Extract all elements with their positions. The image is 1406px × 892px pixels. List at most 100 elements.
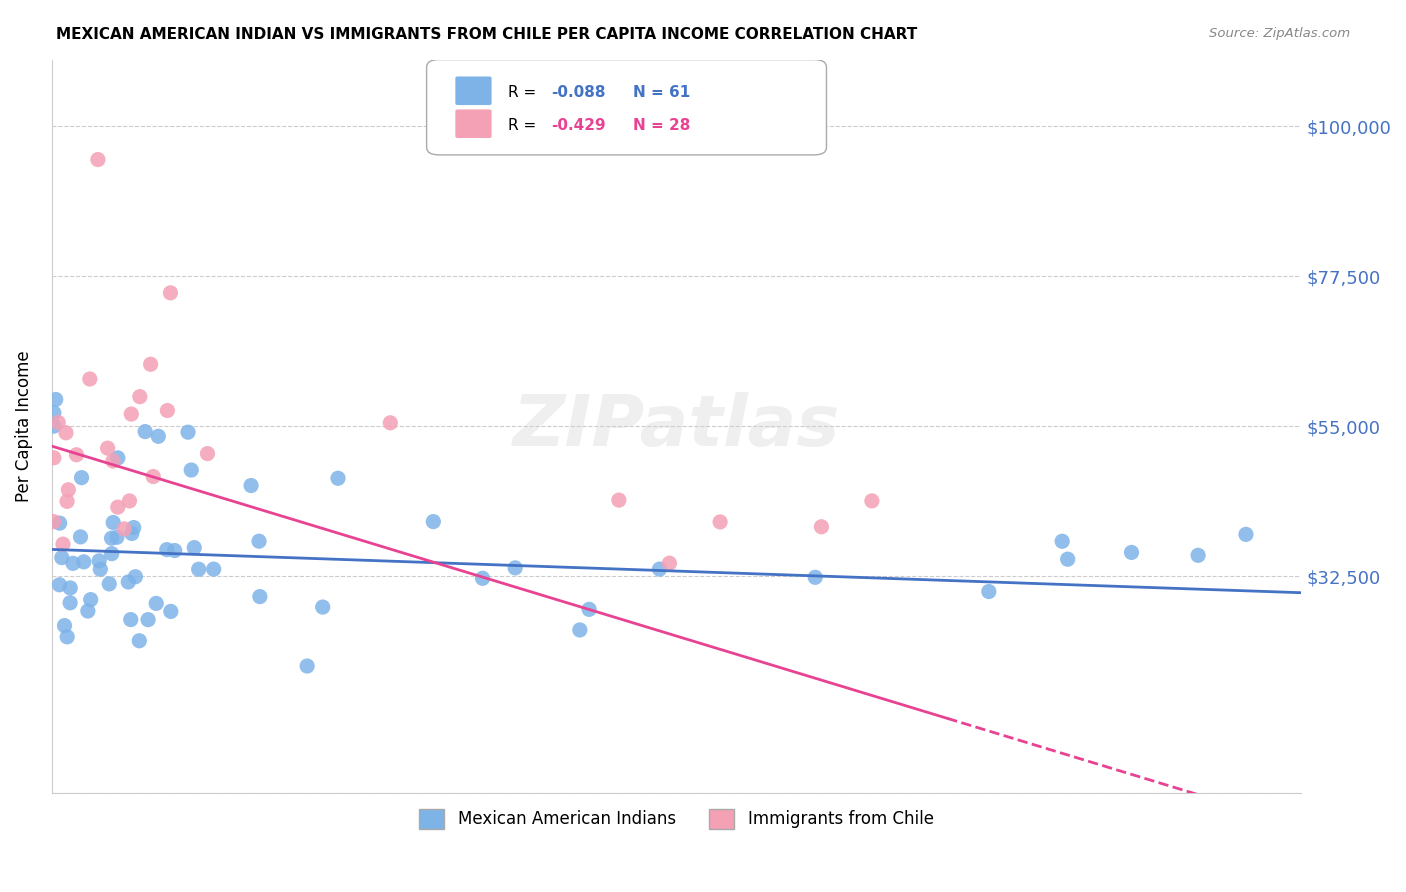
Mexican American Indians [76, 604, 98, 618]
Immigrants from Chile [42, 450, 65, 465]
Immigrants from Chile [156, 403, 179, 417]
Mexican American Indians [1056, 552, 1078, 566]
Mexican American Indians [70, 470, 93, 484]
Mexican American Indians [471, 571, 494, 585]
Mexican American Indians [136, 613, 159, 627]
Mexican American Indians [134, 425, 156, 439]
Mexican American Indians [578, 602, 600, 616]
Immigrants from Chile [120, 407, 142, 421]
Mexican American Indians [100, 531, 122, 545]
Text: MEXICAN AMERICAN INDIAN VS IMMIGRANTS FROM CHILE PER CAPITA INCOME CORRELATION C: MEXICAN AMERICAN INDIAN VS IMMIGRANTS FR… [56, 27, 918, 42]
Mexican American Indians [1234, 527, 1257, 541]
Mexican American Indians [312, 600, 335, 615]
Immigrants from Chile [87, 153, 110, 167]
Mexican American Indians [247, 534, 270, 549]
Mexican American Indians [59, 581, 82, 595]
Mexican American Indians [89, 554, 111, 568]
FancyBboxPatch shape [426, 60, 827, 155]
Mexican American Indians [128, 633, 150, 648]
Mexican American Indians [326, 471, 349, 485]
Immigrants from Chile [97, 441, 120, 455]
Mexican American Indians [503, 561, 526, 575]
Mexican American Indians [183, 541, 205, 555]
Mexican American Indians [145, 596, 167, 610]
Mexican American Indians [568, 623, 591, 637]
Immigrants from Chile [56, 494, 79, 508]
Mexican American Indians [59, 596, 82, 610]
Immigrants from Chile [197, 446, 219, 460]
Mexican American Indians [148, 429, 170, 443]
Immigrants from Chile [58, 483, 80, 497]
Immigrants from Chile [118, 494, 141, 508]
Immigrants from Chile [52, 537, 75, 551]
Immigrants from Chile [65, 448, 87, 462]
Mexican American Indians [648, 562, 671, 576]
Mexican American Indians [1121, 545, 1143, 559]
Mexican American Indians [79, 592, 101, 607]
Mexican American Indians [98, 577, 121, 591]
Mexican American Indians [42, 406, 65, 420]
Mexican American Indians [202, 562, 225, 576]
Mexican American Indians [240, 478, 263, 492]
Text: ZIPatlas: ZIPatlas [513, 392, 841, 460]
Mexican American Indians [48, 578, 70, 592]
Mexican American Indians [124, 570, 146, 584]
Mexican American Indians [1187, 549, 1209, 563]
Immigrants from Chile [142, 469, 165, 483]
Mexican American Indians [180, 463, 202, 477]
Immigrants from Chile [101, 454, 124, 468]
Mexican American Indians [121, 526, 143, 541]
Mexican American Indians [422, 515, 444, 529]
Immigrants from Chile [810, 520, 832, 534]
Immigrants from Chile [112, 522, 135, 536]
Mexican American Indians [45, 392, 67, 407]
Mexican American Indians [62, 557, 84, 571]
Mexican American Indians [101, 516, 124, 530]
Immigrants from Chile [658, 556, 681, 570]
Mexican American Indians [105, 530, 128, 544]
Text: R =: R = [508, 85, 541, 100]
Text: N = 61: N = 61 [633, 85, 690, 100]
Mexican American Indians [56, 630, 79, 644]
Mexican American Indians [295, 659, 318, 673]
Mexican American Indians [977, 584, 1000, 599]
Mexican American Indians [249, 590, 271, 604]
Mexican American Indians [51, 550, 73, 565]
Mexican American Indians [177, 425, 200, 440]
FancyBboxPatch shape [456, 110, 492, 138]
Text: R =: R = [508, 118, 541, 133]
Immigrants from Chile [42, 515, 65, 529]
Mexican American Indians [120, 613, 142, 627]
Legend: Mexican American Indians, Immigrants from Chile: Mexican American Indians, Immigrants fro… [413, 802, 941, 836]
Mexican American Indians [159, 604, 181, 618]
Mexican American Indians [53, 618, 76, 632]
Immigrants from Chile [607, 493, 630, 508]
Text: N = 28: N = 28 [633, 118, 690, 133]
Immigrants from Chile [79, 372, 101, 386]
Text: -0.429: -0.429 [551, 118, 606, 133]
Mexican American Indians [117, 574, 139, 589]
Mexican American Indians [89, 562, 111, 576]
Mexican American Indians [48, 516, 70, 530]
Immigrants from Chile [709, 515, 731, 529]
Text: -0.088: -0.088 [551, 85, 606, 100]
Mexican American Indians [163, 543, 186, 558]
Immigrants from Chile [128, 390, 150, 404]
Mexican American Indians [73, 555, 96, 569]
Immigrants from Chile [107, 500, 129, 515]
Immigrants from Chile [46, 416, 69, 430]
Text: Source: ZipAtlas.com: Source: ZipAtlas.com [1209, 27, 1350, 40]
Y-axis label: Per Capita Income: Per Capita Income [15, 351, 32, 502]
Mexican American Indians [122, 520, 145, 534]
Immigrants from Chile [159, 285, 181, 300]
Immigrants from Chile [380, 416, 402, 430]
FancyBboxPatch shape [456, 77, 492, 105]
Mexican American Indians [804, 570, 827, 584]
Mexican American Indians [69, 530, 91, 544]
Immigrants from Chile [55, 425, 77, 440]
Mexican American Indians [107, 450, 129, 465]
Immigrants from Chile [860, 494, 883, 508]
Mexican American Indians [187, 562, 209, 576]
Immigrants from Chile [139, 357, 162, 371]
Mexican American Indians [42, 419, 65, 434]
